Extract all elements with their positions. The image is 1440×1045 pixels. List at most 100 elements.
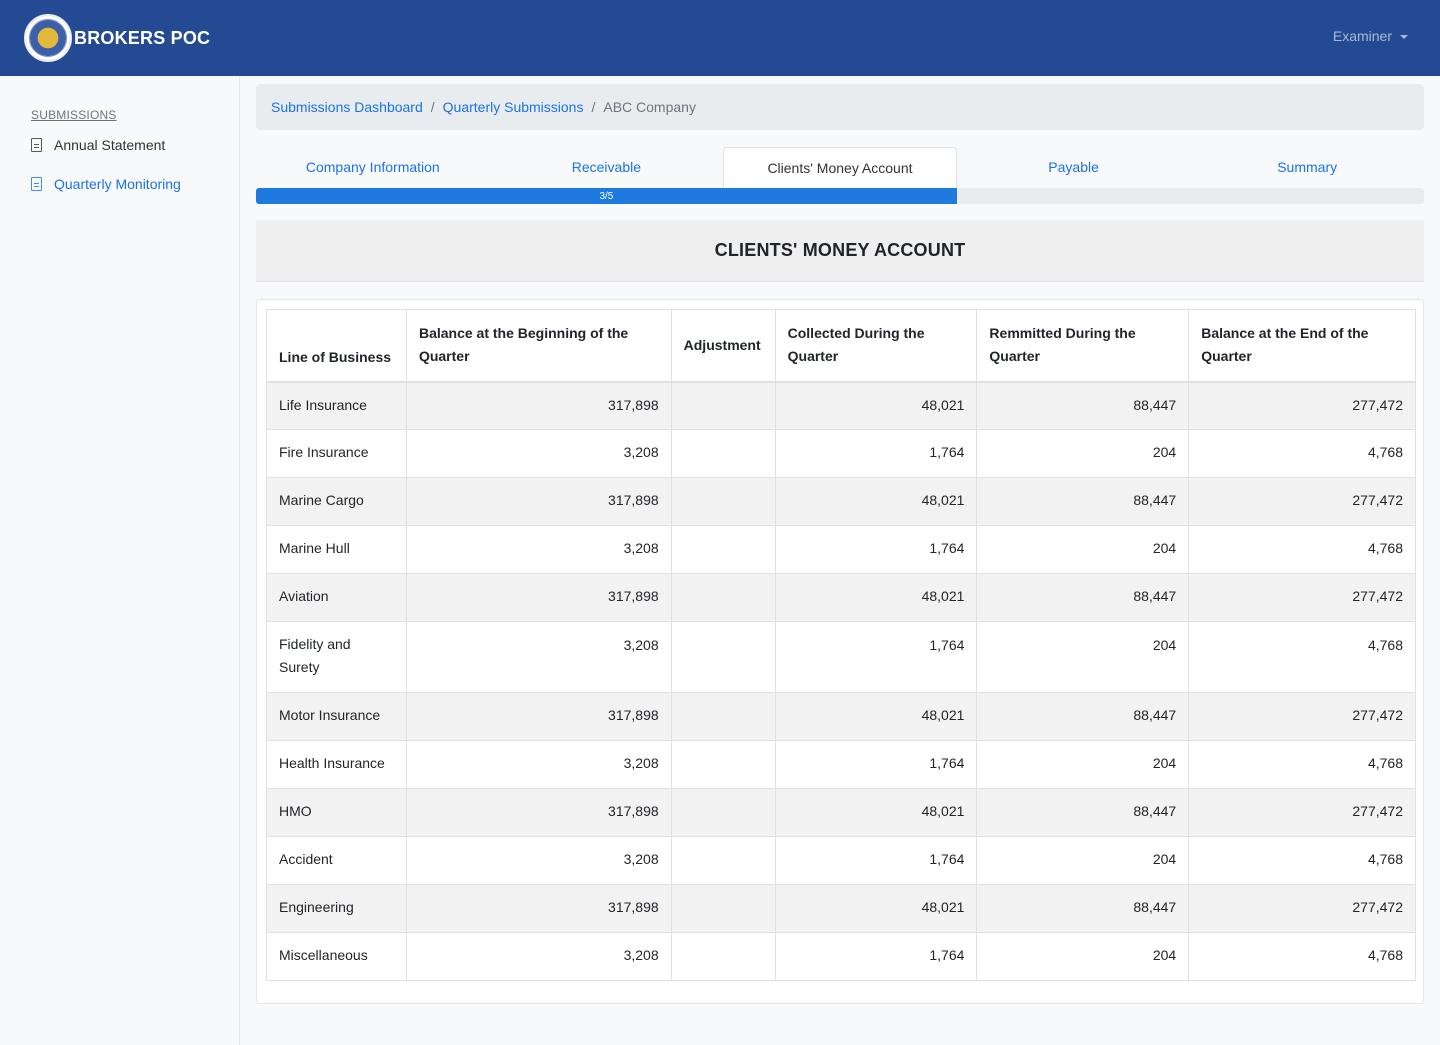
cell-balance-beginning: 317,898 bbox=[405, 788, 672, 837]
cell-line-of-business: Life Insurance bbox=[266, 381, 407, 430]
cell-collected: 48,021 bbox=[774, 788, 978, 837]
breadcrumb-quarterly-submissions[interactable]: Quarterly Submissions bbox=[442, 99, 584, 115]
tab-summary[interactable]: Summary bbox=[1277, 159, 1338, 175]
breadcrumb-separator: / bbox=[430, 99, 435, 115]
cell-balance-beginning: 317,898 bbox=[405, 884, 672, 933]
cell-line-of-business: HMO bbox=[266, 788, 407, 837]
cell-balance-beginning: 317,898 bbox=[405, 477, 672, 526]
sidebar-item-quarterly-monitoring[interactable]: Quarterly Monitoring bbox=[31, 176, 181, 192]
user-menu-dropdown[interactable]: Examiner bbox=[1333, 28, 1408, 44]
cell-remitted: 204 bbox=[976, 429, 1190, 478]
cell-balance-end: 4,768 bbox=[1188, 932, 1416, 981]
cell-balance-beginning: 3,208 bbox=[405, 621, 672, 693]
table-row: Miscellaneous 3,208 1,764 204 4,768 bbox=[266, 932, 1416, 981]
sidebar-item-annual-statement[interactable]: Annual Statement bbox=[31, 137, 165, 153]
table-row: Fidelity and Surety 3,208 1,764 204 4,768 bbox=[266, 621, 1416, 693]
cell-balance-end: 277,472 bbox=[1188, 788, 1416, 837]
cell-remitted: 204 bbox=[976, 525, 1190, 574]
cell-adjustment bbox=[670, 381, 776, 430]
cell-line-of-business: Marine Cargo bbox=[266, 477, 407, 526]
cell-remitted: 88,447 bbox=[976, 788, 1190, 837]
cell-collected: 1,764 bbox=[774, 621, 978, 693]
file-icon bbox=[31, 138, 42, 152]
section-header: CLIENTS' MONEY ACCOUNT bbox=[256, 220, 1424, 282]
cell-line-of-business: Aviation bbox=[266, 573, 407, 622]
tab-company-information[interactable]: Company Information bbox=[305, 159, 440, 175]
cell-line-of-business: Fidelity and Surety bbox=[266, 621, 407, 693]
header-collected: Collected During the Quarter bbox=[774, 309, 978, 383]
cell-remitted: 88,447 bbox=[976, 381, 1190, 430]
clients-money-table: Line of Business Balance at the Beginnin… bbox=[266, 309, 1416, 981]
cell-balance-beginning: 317,898 bbox=[405, 381, 672, 430]
table-row: Aviation 317,898 48,021 88,447 277,472 bbox=[266, 573, 1416, 622]
cell-adjustment bbox=[670, 740, 776, 789]
brand[interactable]: BROKERS POC bbox=[24, 14, 210, 62]
cell-remitted: 88,447 bbox=[976, 573, 1190, 622]
cell-line-of-business: Marine Hull bbox=[266, 525, 407, 574]
cell-adjustment bbox=[670, 884, 776, 933]
breadcrumb-separator: / bbox=[591, 99, 596, 115]
tab-clients-money-account[interactable]: Clients' Money Account bbox=[723, 147, 957, 187]
cell-collected: 48,021 bbox=[774, 884, 978, 933]
cell-collected: 1,764 bbox=[774, 525, 978, 574]
cell-adjustment bbox=[670, 525, 776, 574]
progress-bar: 3/5 bbox=[256, 188, 957, 204]
cell-balance-end: 277,472 bbox=[1188, 884, 1416, 933]
table-row: Life Insurance 317,898 48,021 88,447 277,472 bbox=[266, 381, 1416, 430]
table-row: HMO 317,898 48,021 88,447 277,472 bbox=[266, 788, 1416, 837]
sidebar: SUBMISSIONS Annual Statement Quarterly M… bbox=[0, 76, 240, 1045]
sidebar-heading: SUBMISSIONS bbox=[31, 108, 117, 122]
table-row: Marine Hull 3,208 1,764 204 4,768 bbox=[266, 525, 1416, 574]
sidebar-item-label: Quarterly Monitoring bbox=[54, 176, 181, 192]
cell-remitted: 88,447 bbox=[976, 477, 1190, 526]
cell-balance-end: 4,768 bbox=[1188, 525, 1416, 574]
cell-line-of-business: Miscellaneous bbox=[266, 932, 407, 981]
progress-track: 3/5 bbox=[256, 188, 1424, 204]
breadcrumb-submissions-dashboard[interactable]: Submissions Dashboard bbox=[271, 99, 423, 115]
breadcrumb: Submissions Dashboard / Quarterly Submis… bbox=[256, 84, 1424, 130]
table-card: Line of Business Balance at the Beginnin… bbox=[256, 299, 1424, 1004]
cell-adjustment bbox=[670, 621, 776, 693]
table-header-row: Line of Business Balance at the Beginnin… bbox=[266, 309, 1416, 383]
cell-balance-beginning: 3,208 bbox=[405, 932, 672, 981]
table-row: Marine Cargo 317,898 48,021 88,447 277,472 bbox=[266, 477, 1416, 526]
header-line-of-business: Line of Business bbox=[266, 309, 407, 383]
cell-balance-end: 277,472 bbox=[1188, 477, 1416, 526]
cell-collected: 1,764 bbox=[774, 429, 978, 478]
seal-logo bbox=[24, 14, 72, 62]
cell-collected: 48,021 bbox=[774, 477, 978, 526]
cell-adjustment bbox=[670, 477, 776, 526]
table-row: Fire Insurance 3,208 1,764 204 4,768 bbox=[266, 429, 1416, 478]
sidebar-item-label: Annual Statement bbox=[54, 137, 166, 153]
cell-collected: 1,764 bbox=[774, 740, 978, 789]
cell-balance-beginning: 317,898 bbox=[405, 573, 672, 622]
cell-adjustment bbox=[670, 932, 776, 981]
tab-payable[interactable]: Payable bbox=[1048, 159, 1099, 175]
cell-adjustment bbox=[670, 429, 776, 478]
cell-line-of-business: Fire Insurance bbox=[266, 429, 407, 478]
header-remitted: Remmitted During the Quarter bbox=[976, 309, 1190, 383]
cell-balance-beginning: 317,898 bbox=[405, 692, 672, 741]
cell-collected: 48,021 bbox=[774, 381, 978, 430]
cell-balance-end: 277,472 bbox=[1188, 381, 1416, 430]
cell-remitted: 204 bbox=[976, 621, 1190, 693]
cell-line-of-business: Accident bbox=[266, 836, 407, 885]
cell-adjustment bbox=[670, 573, 776, 622]
cell-remitted: 88,447 bbox=[976, 692, 1190, 741]
tab-receivable[interactable]: Receivable bbox=[571, 159, 642, 175]
cell-remitted: 204 bbox=[976, 836, 1190, 885]
table-row: Health Insurance 3,208 1,764 204 4,768 bbox=[266, 740, 1416, 789]
cell-balance-end: 277,472 bbox=[1188, 573, 1416, 622]
table-row: Accident 3,208 1,764 204 4,768 bbox=[266, 836, 1416, 885]
cell-collected: 1,764 bbox=[774, 932, 978, 981]
cell-line-of-business: Health Insurance bbox=[266, 740, 407, 789]
top-navbar: BROKERS POC Examiner bbox=[0, 0, 1440, 76]
cell-collected: 1,764 bbox=[774, 836, 978, 885]
cell-balance-beginning: 3,208 bbox=[405, 740, 672, 789]
cell-adjustment bbox=[670, 836, 776, 885]
cell-balance-end: 277,472 bbox=[1188, 692, 1416, 741]
cell-remitted: 204 bbox=[976, 740, 1190, 789]
breadcrumb-current: ABC Company bbox=[603, 99, 696, 115]
cell-balance-end: 4,768 bbox=[1188, 429, 1416, 478]
file-icon bbox=[31, 177, 42, 191]
